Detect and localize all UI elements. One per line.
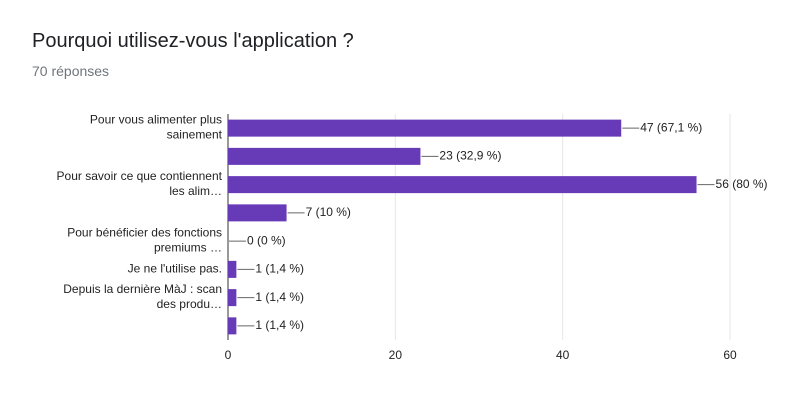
value-label: 23 (32,9 %): [439, 149, 501, 163]
value-label: 56 (80 %): [716, 177, 768, 191]
bar: [228, 260, 237, 278]
value-label: 1 (1,4 %): [255, 262, 304, 276]
bar: [228, 119, 622, 137]
y-tick-label: Je ne l'utilise pas.: [128, 262, 222, 276]
value-label: 47 (67,1 %): [640, 120, 702, 134]
x-tick-label: 20: [389, 348, 403, 362]
x-tick-label: 0: [225, 348, 232, 362]
chart-title: Pourquoi utilisez-vous l'application ?: [32, 30, 354, 52]
value-label: 0 (0 %): [247, 233, 286, 247]
value-label: 1 (1,4 %): [255, 318, 304, 332]
value-label: 7 (10 %): [306, 205, 351, 219]
y-tick-label: Pour bénéficier des fonctions premiums …: [67, 226, 222, 255]
x-tick-label: 60: [723, 348, 737, 362]
bar: [228, 176, 697, 194]
y-tick-label: Pour savoir ce que contiennent les alim…: [57, 169, 223, 198]
chart-subtitle: 70 réponses: [32, 63, 109, 79]
x-tick-label: 40: [556, 348, 570, 362]
bar: [228, 147, 421, 165]
y-tick-label: Depuis la dernière MàJ : scan des produ…: [63, 282, 222, 311]
bar: [228, 317, 237, 335]
bar: [228, 289, 237, 307]
value-label: 1 (1,4 %): [255, 290, 304, 304]
y-tick-label: Pour vous alimenter plus sainement: [90, 113, 223, 142]
bar: [228, 204, 287, 222]
